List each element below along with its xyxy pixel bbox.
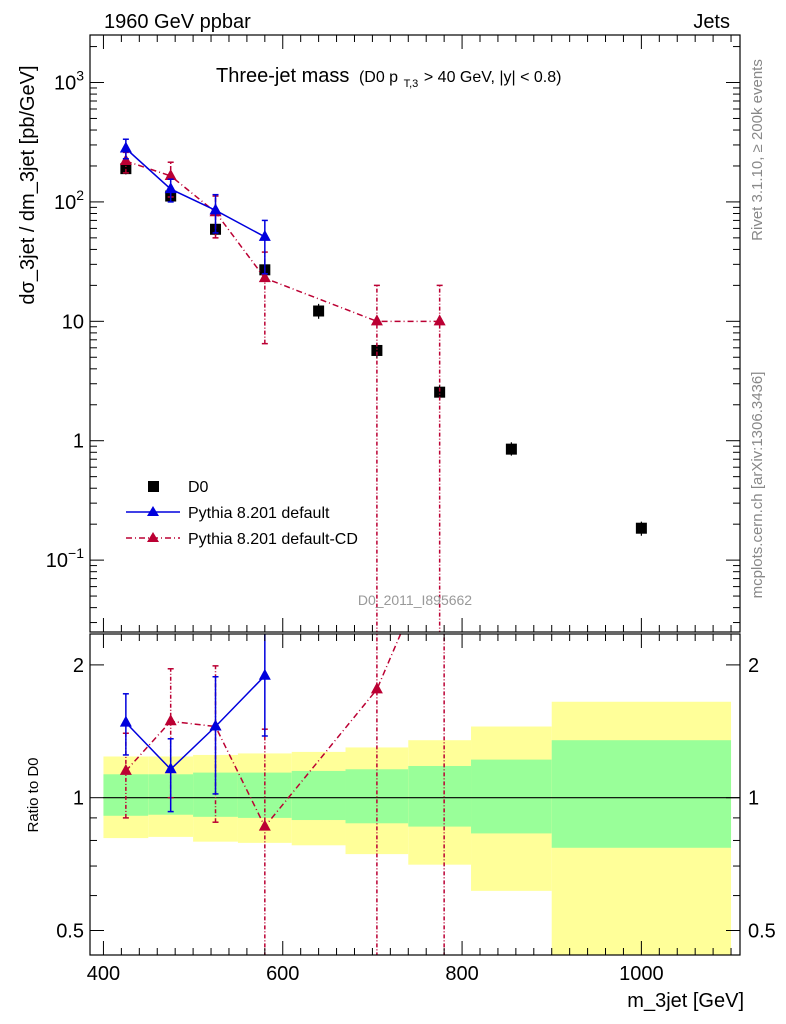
cd-ratio-point [164,714,177,726]
ratio-axes: 400 600 800 1000 2 2 1 1 0.5 0.5 [56,633,776,985]
plot-title-tail: > 40 GeV, |y| < 0.8) [424,69,562,86]
x-tick-label: 400 [87,963,120,985]
default-main-line [125,147,266,238]
default-ratio-line [125,675,266,771]
cd-ratio-point [258,819,271,831]
default-main-point [258,229,271,241]
ratio-y-tick-label-left: 2 [73,655,84,677]
rivet-version-label: Rivet 3.1.10, ≥ 200k events [749,59,766,241]
plot-title-main: Three-jet mass [216,65,349,87]
default-ratio-point [209,719,222,731]
ratio-y-tick-label-right: 1 [748,788,759,810]
legend-label-d0: D0 [188,479,209,496]
legend: D0 Pythia 8.201 default Pythia 8.201 def… [126,479,358,548]
legend-marker-cd [147,532,159,542]
ratio-uncertainty-bands [103,701,740,955]
ratio-y-tick-label-left: 1 [73,788,84,810]
x-tick-label: 600 [266,963,299,985]
header-category-label: Jets [693,11,730,33]
plot-title-subtitle: (D0 p [359,69,398,86]
legend-label-cd: Pythia 8.201 default-CD [188,531,358,548]
cd-main-point [258,271,271,283]
default-main-point [209,203,222,215]
x-tick-label: 800 [445,963,478,985]
ratio-band-inner [551,740,732,848]
cd-main-point [119,154,132,166]
main-y-tick-label: 10 [62,311,84,333]
cd-ratio-line [125,634,402,828]
mcplots-source-label: mcplots.cern.ch [arXiv:1306.3436] [749,372,766,599]
cd-main-line [125,160,440,323]
d0-point [434,386,446,398]
main-y-axis-label: dσ_3jet / dm_3jet [pb/GeV] [17,65,39,304]
main-y-tick-label: 10−1 [46,545,84,572]
default-ratio-point [258,668,271,680]
analysis-watermark: D0_2011_I895662 [358,592,472,608]
ratio-band-inner [291,770,346,821]
plot-title: Three-jet mass (D0 p T,3 > 40 GeV, |y| <… [216,65,561,92]
d0-point [635,522,647,534]
d0-point [371,344,383,356]
ratio-series-layer [119,634,445,955]
ratio-band-inner [408,765,472,827]
cd-main-point [433,314,446,326]
ratio-band-inner [471,759,552,834]
d0-point [505,443,517,455]
cd-ratio-point [119,763,132,775]
ratio-band-inner [345,769,409,824]
ratio-y-tick-label-right: 0.5 [748,921,776,943]
cd-main-point [164,168,177,180]
main-y-tick-label: 103 [54,68,84,95]
x-axis-label: m_3jet [GeV] [627,990,744,1012]
legend-label-default: Pythia 8.201 default [188,505,330,522]
ratio-y-axis-label: Ratio to D0 [25,757,42,832]
d0-point [313,305,325,317]
main-series-layer [119,138,647,632]
main-y-tick-label: 1 [73,431,84,453]
default-ratio-point [164,762,177,774]
main-y-tick-label: 102 [54,187,84,214]
main-frame [89,34,741,633]
legend-marker-default [147,506,159,516]
d0-point [120,163,132,175]
plot-title-subscript: T,3 [404,78,419,90]
ratio-y-tick-label-right: 2 [748,655,759,677]
x-tick-label: 1000 [619,963,664,985]
cd-ratio-point [370,682,383,694]
legend-marker-d0 [148,481,159,492]
default-ratio-point [119,715,132,727]
cd-main-point [370,314,383,326]
ratio-frame [89,633,741,956]
default-main-point [164,182,177,194]
default-main-point [119,141,132,153]
header-energy-label: 1960 GeV ppbar [104,11,251,33]
ratio-y-tick-label-left: 0.5 [56,921,84,943]
